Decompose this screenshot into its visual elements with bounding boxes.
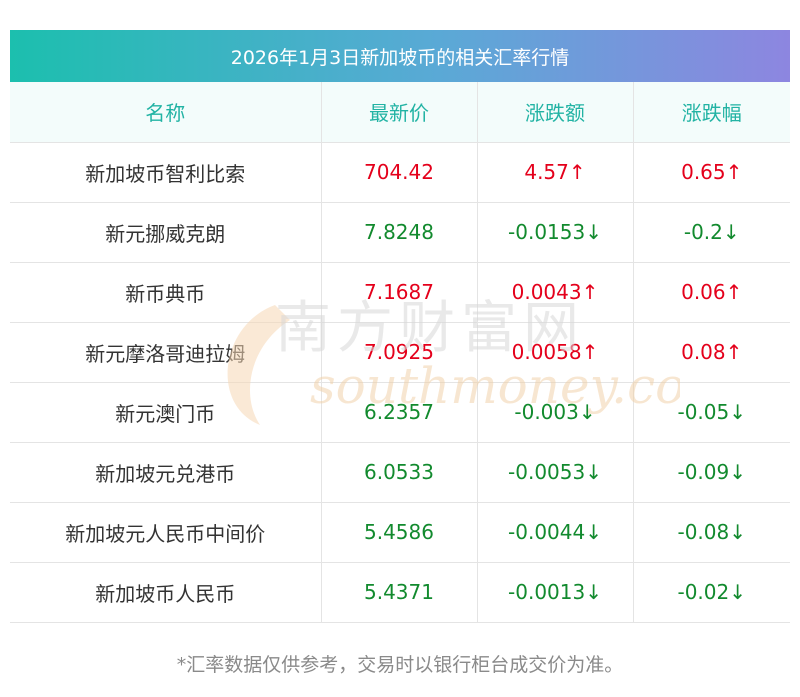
table-title: 2026年1月3日新加坡币的相关汇率行情 (10, 30, 790, 82)
cell-change: -0.0013↓ (476, 562, 633, 623)
cell-change: -0.0153↓ (476, 202, 633, 263)
cell-pct: -0.02↓ (632, 562, 790, 623)
cell-pct: -0.09↓ (632, 442, 790, 503)
table-row: 新加坡币智利比索 704.42 4.57↑ 0.65↑ (10, 142, 790, 203)
cell-pct: -0.2↓ (632, 202, 790, 263)
cell-name: 新币典币 (10, 262, 321, 323)
table-row: 新元挪威克朗 7.8248 -0.0153↓ -0.2↓ (10, 202, 790, 263)
table-header-row: 名称 最新价 涨跌额 涨跌幅 (10, 82, 790, 143)
cell-change: -0.0053↓ (476, 442, 633, 503)
cell-change: 4.57↑ (476, 142, 633, 203)
table-row: 新元澳门币 6.2357 -0.003↓ -0.05↓ (10, 382, 790, 443)
cell-price: 7.1687 (320, 262, 477, 323)
cell-price: 7.0925 (320, 322, 477, 383)
header-change: 涨跌额 (476, 82, 633, 143)
table-row: 新加坡元人民币中间价 5.4586 -0.0044↓ -0.08↓ (10, 502, 790, 563)
header-pct: 涨跌幅 (632, 82, 790, 143)
cell-price: 5.4371 (320, 562, 477, 623)
table-row: 新加坡元兑港币 6.0533 -0.0053↓ -0.09↓ (10, 442, 790, 503)
disclaimer-footnote: *汇率数据仅供参考，交易时以银行柜台成交价为准。 (176, 654, 624, 676)
cell-pct: 0.65↑ (632, 142, 790, 203)
cell-change: 0.0043↑ (476, 262, 633, 323)
rate-table: 名称 最新价 涨跌额 涨跌幅 新加坡币智利比索 704.42 4.57↑ 0.65↑ 新… (10, 82, 790, 623)
cell-price: 5.4586 (320, 502, 477, 563)
cell-price: 6.0533 (320, 442, 477, 503)
table-row: 新元摩洛哥迪拉姆 7.0925 0.0058↑ 0.08↑ (10, 322, 790, 383)
cell-name: 新加坡元兑港币 (10, 442, 321, 503)
cell-price: 6.2357 (320, 382, 477, 443)
cell-name: 新元摩洛哥迪拉姆 (10, 322, 321, 383)
rate-table-container: 2026年1月3日新加坡币的相关汇率行情 名称 最新价 涨跌额 涨跌幅 新加坡币… (10, 30, 790, 623)
cell-change: 0.0058↑ (476, 322, 633, 383)
cell-name: 新加坡币智利比索 (10, 142, 321, 203)
cell-name: 新加坡元人民币中间价 (10, 502, 321, 563)
header-price: 最新价 (320, 82, 477, 143)
cell-pct: -0.08↓ (632, 502, 790, 563)
cell-change: -0.0044↓ (476, 502, 633, 563)
cell-name: 新加坡币人民币 (10, 562, 321, 623)
table-row: 新加坡币人民币 5.4371 -0.0013↓ -0.02↓ (10, 562, 790, 623)
cell-name: 新元澳门币 (10, 382, 321, 443)
header-name: 名称 (10, 82, 321, 143)
cell-name: 新元挪威克朗 (10, 202, 321, 263)
cell-price: 704.42 (320, 142, 477, 203)
cell-price: 7.8248 (320, 202, 477, 263)
cell-pct: -0.05↓ (632, 382, 790, 443)
cell-pct: 0.08↑ (632, 322, 790, 383)
cell-pct: 0.06↑ (632, 262, 790, 323)
table-row: 新币典币 7.1687 0.0043↑ 0.06↑ (10, 262, 790, 323)
cell-change: -0.003↓ (476, 382, 633, 443)
